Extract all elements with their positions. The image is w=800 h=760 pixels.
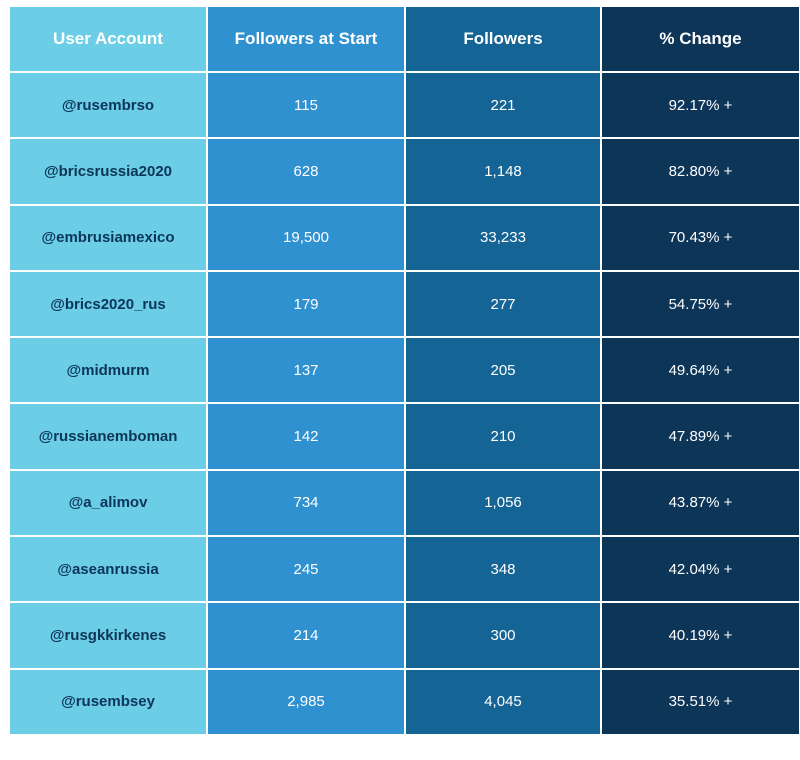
cell-user-account: @embrusiamexico: [8, 203, 208, 272]
cell-followers-at-start: 19,500: [206, 203, 406, 272]
cell-followers-at-start: 179: [206, 269, 406, 339]
cell-user-account: @russianemboman: [8, 402, 208, 471]
table-row: @rusembrso 115 221 92.17% +: [8, 70, 800, 140]
header-followers: Followers: [404, 5, 602, 73]
cell-followers-at-start: 734: [206, 468, 406, 538]
cell-followers: 1,148: [404, 137, 602, 206]
cell-followers: 205: [404, 336, 602, 405]
followers-table: User Account Followers at Start Follower…: [8, 5, 800, 736]
cell-followers-at-start: 115: [206, 70, 406, 140]
cell-followers-at-start: 2,985: [206, 667, 406, 736]
cell-user-account: @bricsrussia2020: [8, 137, 208, 206]
cell-user-account: @brics2020_rus: [8, 269, 208, 339]
cell-followers: 300: [404, 601, 602, 670]
table-row: @embrusiamexico 19,500 33,233 70.43% +: [8, 203, 800, 272]
table-row: @rusgkkirkenes 214 300 40.19% +: [8, 601, 800, 670]
cell-followers: 33,233: [404, 203, 602, 272]
header-percent-change: % Change: [600, 5, 800, 73]
table-row: @aseanrussia 245 348 42.04% +: [8, 535, 800, 604]
cell-percent-change: 54.75% +: [600, 269, 800, 339]
header-followers-at-start: Followers at Start: [206, 5, 406, 73]
cell-user-account: @midmurm: [8, 336, 208, 405]
cell-user-account: @rusembrso: [8, 70, 208, 140]
cell-followers: 210: [404, 402, 602, 471]
cell-percent-change: 82.80% +: [600, 137, 800, 206]
table-row: @a_alimov 734 1,056 43.87% +: [8, 468, 800, 538]
cell-percent-change: 70.43% +: [600, 203, 800, 272]
table-row: @bricsrussia2020 628 1,148 82.80% +: [8, 137, 800, 206]
cell-followers-at-start: 137: [206, 336, 406, 405]
cell-percent-change: 43.87% +: [600, 468, 800, 538]
header-user-account: User Account: [8, 5, 208, 73]
cell-percent-change: 49.64% +: [600, 336, 800, 405]
cell-user-account: @rusgkkirkenes: [8, 601, 208, 670]
cell-percent-change: 47.89% +: [600, 402, 800, 471]
cell-percent-change: 42.04% +: [600, 535, 800, 604]
cell-percent-change: 40.19% +: [600, 601, 800, 670]
cell-user-account: @rusembsey: [8, 667, 208, 736]
cell-followers-at-start: 628: [206, 137, 406, 206]
table-row: @brics2020_rus 179 277 54.75% +: [8, 269, 800, 339]
header-row: User Account Followers at Start Follower…: [8, 5, 800, 73]
cell-user-account: @a_alimov: [8, 468, 208, 538]
cell-followers: 221: [404, 70, 602, 140]
cell-followers: 1,056: [404, 468, 602, 538]
table-row: @midmurm 137 205 49.64% +: [8, 336, 800, 405]
cell-followers-at-start: 245: [206, 535, 406, 604]
cell-followers-at-start: 214: [206, 601, 406, 670]
cell-followers: 277: [404, 269, 602, 339]
cell-followers: 4,045: [404, 667, 602, 736]
cell-followers-at-start: 142: [206, 402, 406, 471]
cell-user-account: @aseanrussia: [8, 535, 208, 604]
table-row: @russianemboman 142 210 47.89% +: [8, 402, 800, 471]
table-row: @rusembsey 2,985 4,045 35.51% +: [8, 667, 800, 736]
cell-percent-change: 92.17% +: [600, 70, 800, 140]
cell-percent-change: 35.51% +: [600, 667, 800, 736]
cell-followers: 348: [404, 535, 602, 604]
